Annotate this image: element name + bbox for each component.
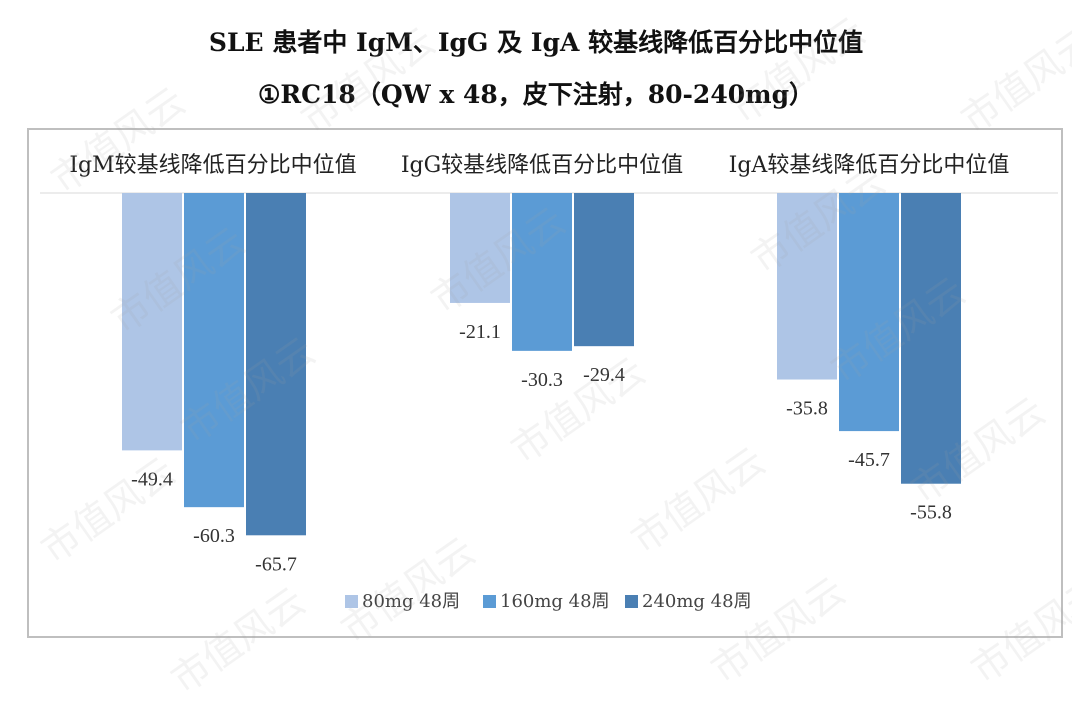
category-label: IgG较基线降低百分比中位值	[401, 153, 683, 178]
data-label: -60.3	[193, 525, 235, 547]
legend-label: 80mg 48周	[362, 591, 460, 612]
bar	[450, 193, 510, 303]
legend-item: 160mg 48周	[483, 591, 610, 612]
data-label: -30.3	[521, 369, 563, 391]
bar	[777, 193, 837, 380]
legend-swatch	[625, 595, 638, 608]
data-label: -55.8	[910, 502, 952, 524]
bar	[246, 193, 306, 536]
legend-item: 80mg 48周	[345, 591, 460, 612]
category-label: IgA较基线降低百分比中位值	[729, 153, 1010, 178]
data-label: -65.7	[255, 553, 297, 575]
bar	[122, 193, 182, 451]
bar	[901, 193, 961, 484]
data-label: -29.4	[583, 364, 625, 386]
bar	[839, 193, 899, 432]
data-label: -45.7	[848, 449, 890, 471]
data-label: -35.8	[786, 398, 828, 420]
bar	[184, 193, 244, 508]
data-label: -21.1	[459, 321, 501, 343]
legend-item: 240mg 48周	[625, 591, 752, 612]
legend-swatch	[345, 595, 358, 608]
chart-subtitle: ①RC18（QW x 48，皮下注射，80-240mg）	[257, 80, 815, 109]
bar	[574, 193, 634, 347]
bar	[512, 193, 572, 351]
legend-label: 240mg 48周	[642, 591, 752, 612]
data-label: -49.4	[131, 468, 173, 490]
chart-title: SLE 患者中 IgM、IgG 及 IgA 较基线降低百分比中位值	[208, 28, 864, 57]
category-label: IgM较基线降低百分比中位值	[69, 153, 356, 178]
legend-swatch	[483, 595, 496, 608]
legend-label: 160mg 48周	[500, 591, 610, 612]
bar-chart: IgM较基线降低百分比中位值 IgG较基线降低百分比中位值 IgA较基线降低百分比中…	[40, 153, 1058, 612]
